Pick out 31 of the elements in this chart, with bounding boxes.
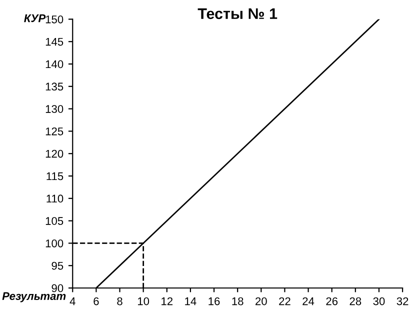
x-tick-label: 12: [162, 297, 173, 306]
y-tick-label: 100: [46, 239, 64, 248]
x-tick-label: 20: [256, 297, 267, 306]
y-tick-label: 140: [46, 60, 64, 68]
x-tick-label: 32: [396, 297, 408, 306]
x-tick-label: 8: [117, 297, 122, 306]
y-tick-label: 90: [52, 284, 64, 292]
x-tick-label: 18: [232, 297, 244, 306]
x-tick-label: 30: [373, 297, 385, 306]
y-tick-label: 120: [46, 150, 64, 158]
x-tick-label: 6: [94, 297, 99, 306]
y-tick-label: 110: [46, 194, 64, 203]
x-tick-label: 22: [279, 297, 290, 306]
y-tick-label: 145: [46, 38, 64, 46]
x-tick-label: 28: [350, 297, 362, 306]
y-axis-title: КУР: [24, 14, 46, 22]
x-axis-title: Результат: [2, 292, 66, 302]
y-tick-label: 150: [46, 15, 64, 24]
chart-title: Тесты № 1: [198, 8, 278, 20]
x-tick-label: 26: [326, 297, 338, 306]
y-tick-label: 105: [46, 217, 64, 225]
x-tick-label: 24: [302, 297, 314, 306]
y-tick-label: 125: [46, 127, 64, 136]
y-tick-label: 130: [46, 105, 64, 113]
y-tick-label: 95: [52, 262, 64, 270]
x-tick-label: 4: [70, 297, 76, 306]
y-tick-label: 115: [46, 172, 64, 180]
x-tick-label: 14: [185, 297, 196, 306]
x-tick-label: 10: [138, 297, 150, 306]
x-tick-label: 16: [208, 297, 220, 306]
y-tick-label: 135: [46, 82, 64, 91]
